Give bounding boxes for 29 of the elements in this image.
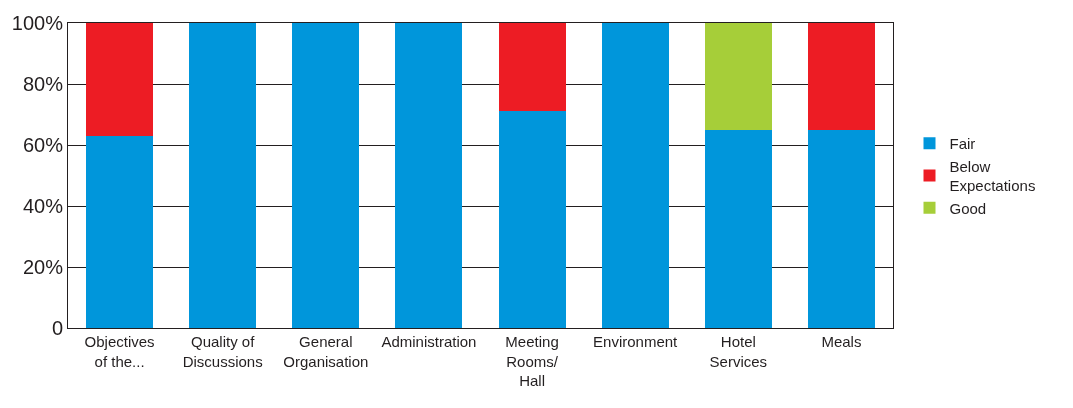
bar: [704, 129, 772, 328]
x-tick-label: Administration: [381, 333, 477, 350]
x-tick-label: Quality of Discussions: [182, 333, 263, 370]
legend-label: Fair: [949, 135, 976, 153]
y-tick-label: 80%: [22, 73, 64, 95]
y-tick-label: 40%: [22, 195, 64, 217]
x-tick-label: Hotel Services: [709, 333, 768, 370]
bar: [86, 135, 154, 328]
x-tick-label: General Organisation: [283, 333, 369, 370]
legend-label: Good: [949, 199, 987, 217]
y-tick-label: 60%: [22, 134, 64, 156]
x-tick-label: Meeting Rooms/ Hall: [505, 333, 559, 389]
bar: [86, 23, 154, 136]
x-tick-label: Meals: [821, 333, 862, 350]
bar: [807, 129, 875, 328]
bar: [601, 23, 669, 328]
bar: [498, 23, 566, 112]
y-tick-label: 20%: [22, 256, 64, 278]
legend-label: Below Expectations: [949, 157, 1036, 195]
bar: [189, 23, 257, 328]
y-tick-label: 100%: [11, 12, 64, 34]
x-tick-label: Environment: [593, 333, 679, 350]
bar: [807, 23, 875, 130]
bar: [704, 23, 772, 130]
x-tick-label: Objectives of the...: [84, 333, 155, 370]
bar: [292, 23, 360, 328]
bar: [498, 111, 566, 328]
bar: [395, 23, 463, 328]
y-tick-label: 0: [51, 317, 63, 339]
